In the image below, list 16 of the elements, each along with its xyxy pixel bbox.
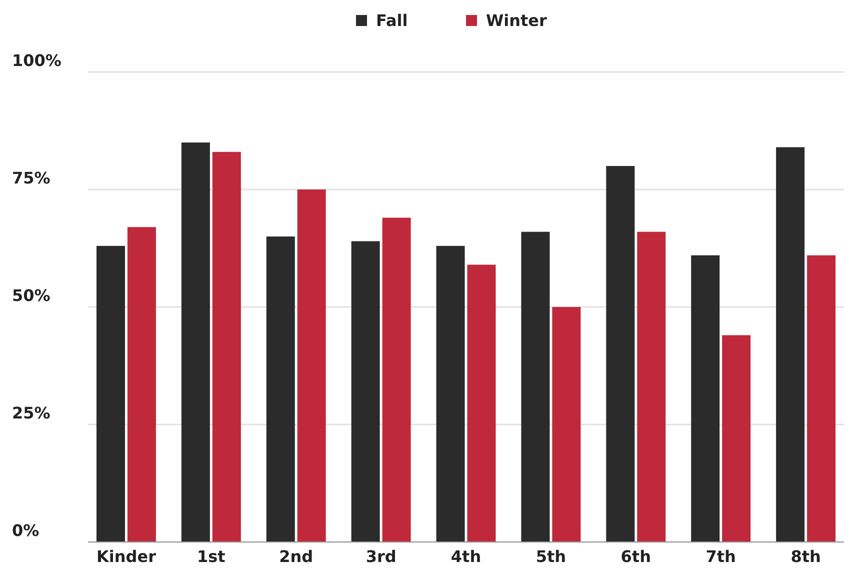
x-tick-label: 7th	[706, 547, 736, 566]
x-tick-label: 5th	[536, 547, 566, 566]
x-tick-label: 3rd	[366, 547, 396, 566]
legend-label: Fall	[376, 11, 408, 30]
y-tick-label: 50%	[12, 286, 50, 305]
x-tick-label: 2nd	[279, 547, 314, 566]
x-tick-label: 4th	[450, 547, 482, 566]
x-tick-label: Kinder	[96, 547, 156, 566]
x-tick-label: 8th	[790, 547, 821, 566]
legend-label: Winter	[486, 11, 548, 30]
x-tick-label: 1st	[197, 547, 226, 566]
y-tick-label: 0%	[12, 521, 40, 540]
y-tick-label: 25%	[12, 404, 50, 422]
y-tick-label: 100%	[12, 51, 62, 70]
x-tick-label: 6th	[620, 547, 651, 566]
y-tick-label: 75%	[12, 168, 50, 188]
